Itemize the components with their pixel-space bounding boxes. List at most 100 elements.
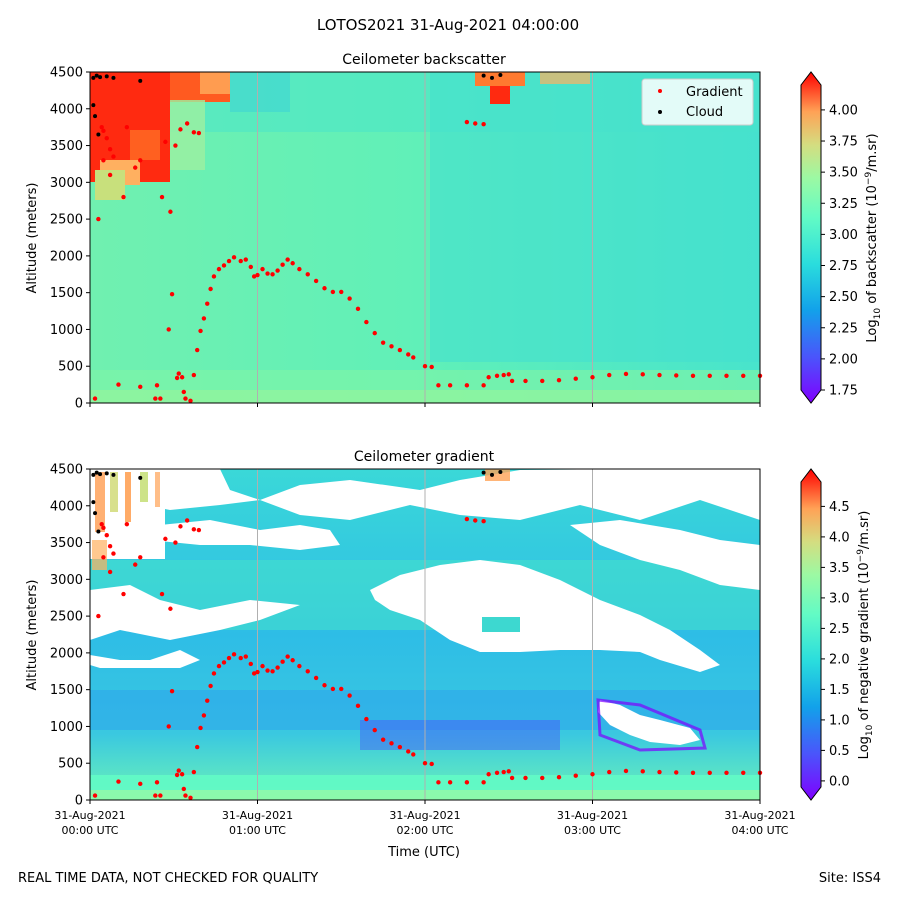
- gradient-point: [158, 793, 163, 798]
- colorbar-tick-label: 2.0: [829, 652, 850, 667]
- gradient-point: [96, 613, 101, 619]
- gradient-point: [322, 683, 327, 688]
- gradient-point: [138, 781, 143, 787]
- gradient-point: [260, 663, 265, 669]
- gradient-ylabel: Altitude (meters): [25, 580, 40, 691]
- gradient-point: [270, 669, 275, 674]
- y-tick-label: 0: [75, 794, 83, 809]
- gradient-point: [285, 654, 290, 659]
- gradient-point: [158, 396, 163, 401]
- gradient-point: [397, 347, 403, 353]
- gradient-point: [133, 562, 138, 567]
- cloud-point: [104, 471, 109, 476]
- gradient-point: [473, 121, 478, 126]
- gradient-point: [540, 775, 545, 781]
- gradient-point: [436, 383, 441, 388]
- gradient-point: [243, 257, 248, 262]
- gradient-point: [166, 327, 171, 332]
- gradient-point: [138, 384, 143, 390]
- gradient-point: [464, 780, 470, 785]
- gradient-point: [211, 274, 217, 279]
- gradient-xlabel: Time (UTC): [387, 845, 460, 860]
- footer-quality-note: REAL TIME DATA, NOT CHECKED FOR QUALITY: [18, 871, 318, 886]
- gradient-point: [107, 544, 113, 549]
- gradient-point: [181, 389, 186, 395]
- gradient-point: [174, 772, 180, 778]
- gradient-point: [464, 383, 470, 388]
- gradient-point: [104, 136, 109, 141]
- gradient-point: [724, 770, 729, 775]
- figure-title: LOTOS2021 31-Aug-2021 04:00:00: [317, 16, 579, 34]
- gradient-point: [509, 378, 515, 384]
- gradient-point: [188, 398, 193, 403]
- gradient-point: [99, 521, 104, 527]
- gradient-point: [260, 266, 265, 272]
- gradient-point: [231, 652, 237, 657]
- gradient-point: [481, 383, 486, 388]
- gradient-point: [494, 373, 500, 378]
- gradient-point: [188, 795, 193, 800]
- gradient-point: [221, 660, 227, 665]
- gradient-point: [111, 551, 116, 556]
- cloud-point: [111, 472, 116, 477]
- gradient-point: [238, 655, 243, 661]
- y-tick-label: 4500: [50, 66, 83, 81]
- gradient-point: [238, 258, 243, 264]
- legend-cloud-marker: [658, 110, 662, 114]
- cloud-point: [94, 470, 99, 475]
- y-tick-label: 1000: [50, 720, 83, 735]
- gradient-point: [422, 364, 428, 369]
- gradient-point: [163, 536, 168, 542]
- gradient-point: [464, 119, 470, 125]
- cloud-point: [91, 500, 96, 505]
- gradient-point: [275, 665, 280, 670]
- gradient-point: [501, 372, 506, 378]
- gradient-point: [339, 686, 344, 692]
- gradient-point: [226, 655, 232, 661]
- gradient-points: [91, 469, 763, 800]
- gradient-point: [339, 289, 344, 295]
- gradient-point: [99, 124, 104, 130]
- colorbar-tick-label: 3.50: [829, 166, 858, 181]
- colorbar-tick-label: 0.0: [829, 774, 850, 789]
- gradient-point: [92, 793, 98, 798]
- gradient-point: [231, 255, 237, 260]
- colorbar-tick-label: 2.25: [829, 321, 858, 336]
- gradient-point: [411, 355, 416, 360]
- colorbar-tick-label: 3.00: [829, 228, 858, 243]
- cloud-point: [138, 78, 143, 83]
- gradient-point: [121, 591, 126, 597]
- gradient-point: [380, 340, 386, 345]
- gradient-point: [623, 371, 629, 377]
- cloud-point: [91, 103, 96, 108]
- gradient-point: [447, 383, 453, 388]
- legend: Gradient Cloud: [641, 78, 754, 126]
- gradient-point: [330, 289, 336, 295]
- gradient-point: [355, 703, 361, 709]
- gradient-point: [623, 768, 629, 774]
- gradient-point: [422, 761, 428, 766]
- gradient-point: [372, 330, 377, 336]
- gradient-colorbar-label: Log10 of negative gradient (10−9/m.sr): [856, 511, 875, 760]
- gradient-point: [640, 372, 645, 377]
- gradient-point: [506, 372, 511, 377]
- x-tick-label-time: 01:00 UTC: [229, 824, 286, 837]
- x-tick-label-date: 31-Aug-2021: [54, 809, 125, 822]
- gradient-point: [707, 373, 712, 378]
- colorbar-tick-label: 3.5: [829, 561, 850, 576]
- gradient-point: [573, 376, 578, 381]
- gradient-point: [183, 396, 188, 401]
- cloud-point: [138, 475, 143, 480]
- gradient-point: [201, 713, 207, 718]
- gradient-point: [101, 158, 106, 163]
- gradient-point: [179, 375, 185, 380]
- colorbar-tick-label: 3.75: [829, 135, 858, 150]
- gradient-point: [195, 347, 200, 353]
- gradient-point: [347, 296, 352, 301]
- gradient-point: [159, 194, 165, 200]
- gradient-point: [251, 671, 257, 676]
- cloud-point: [96, 529, 101, 534]
- gradient-point: [481, 780, 486, 785]
- gradient-point: [138, 555, 143, 560]
